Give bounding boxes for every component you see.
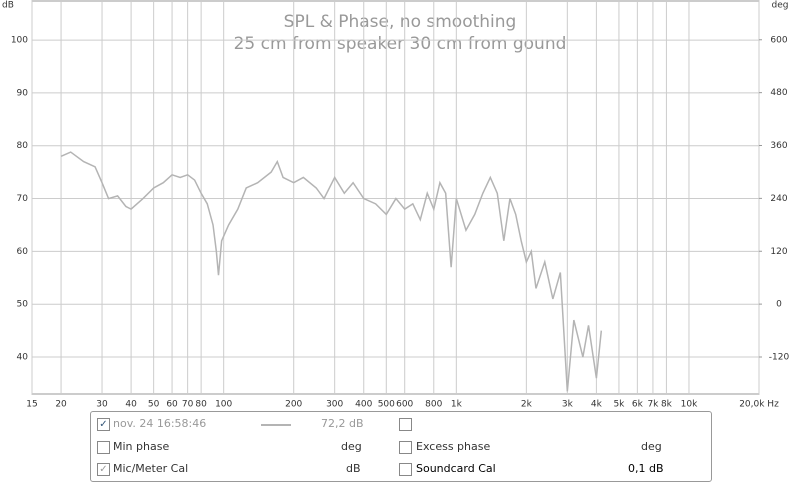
x-tick-label: 4k	[591, 400, 603, 410]
legend-label: Soundcard Cal	[416, 462, 496, 475]
checkbox[interactable]	[399, 441, 412, 454]
plot-area	[31, 0, 760, 395]
legend-swatch	[261, 424, 291, 426]
x-tick-label: 7k	[647, 400, 659, 410]
x-tick-label: 40	[125, 400, 137, 410]
y2-tick-label: 360	[770, 141, 787, 151]
x-tick-label: 200	[285, 400, 302, 410]
x-tick-label: 30	[96, 400, 108, 410]
x-tick-label: 20	[55, 400, 67, 410]
y2-tick-label: 600	[770, 35, 787, 45]
checkbox[interactable]: ✓	[97, 463, 110, 476]
checkbox[interactable]	[399, 463, 412, 476]
y2-tick-label: 480	[770, 88, 787, 98]
x-tick-label: 50	[148, 400, 160, 410]
x-tick-label: 100	[215, 400, 232, 410]
x-tick-label: 80	[195, 400, 207, 410]
x-tick-label: 800	[425, 400, 442, 410]
chart: SPL & Phase, no smoothing 25 cm from spe…	[2, 0, 790, 410]
y-tick-label: 60	[17, 247, 29, 257]
x-tick-label: 1k	[451, 400, 463, 410]
x-tick-label: 300	[326, 400, 343, 410]
legend-unit: deg	[341, 440, 362, 453]
x-tick-label: 8k	[661, 400, 673, 410]
legend-unit: deg	[641, 440, 662, 453]
y-tick-label: 90	[17, 88, 29, 98]
legend-label: Excess phase	[416, 440, 491, 453]
y-tick-label: 50	[17, 300, 29, 310]
y2-tick-label: -120	[769, 352, 790, 362]
y-tick-label: 70	[17, 194, 29, 204]
checkbox[interactable]	[399, 418, 412, 431]
checkbox[interactable]: ✓	[97, 418, 110, 431]
legend-value: 72,2 dB	[321, 417, 364, 430]
x-tick-label: 2k	[521, 400, 533, 410]
x-tick-label: 600	[396, 400, 413, 410]
legend-panel: ✓ nov. 24 16:58:46 72,2 dB Min phase deg…	[90, 411, 712, 482]
x-tick-label: 500	[378, 400, 395, 410]
y-tick-label: 100	[11, 36, 28, 46]
y-axis-label: dB	[2, 1, 14, 11]
x-tick-label: 70	[182, 400, 194, 410]
legend-label: nov. 24 16:58:46	[113, 417, 207, 430]
legend-label: Mic/Meter Cal	[113, 462, 189, 475]
x-tick-label: 20,0k Hz	[739, 400, 779, 410]
y2-tick-label: 240	[770, 194, 787, 204]
y-tick-label: 80	[17, 141, 29, 151]
spl-curve	[60, 151, 603, 392]
x-tick-label: 5k	[613, 400, 625, 410]
x-tick-label: 6k	[632, 400, 644, 410]
legend-label: Min phase	[113, 440, 170, 453]
y2-tick-label: 0	[776, 300, 782, 310]
y2-tick-label: 120	[770, 247, 787, 257]
x-tick-label: 3k	[562, 400, 574, 410]
chart-subtitle: 25 cm from speaker 30 cm from gound	[234, 34, 567, 54]
chart-title: SPL & Phase, no smoothing	[284, 12, 517, 32]
y-tick-label: 40	[17, 353, 29, 363]
y2-axis-label: deg	[772, 1, 789, 11]
checkbox[interactable]	[97, 441, 110, 454]
x-tick-label: 400	[355, 400, 372, 410]
x-tick-label: 10k	[681, 400, 698, 410]
legend-value: 0,1 dB	[628, 462, 664, 475]
legend-unit: dB	[346, 462, 361, 475]
x-tick-label: 60	[166, 400, 178, 410]
x-tick-label: 15	[26, 400, 37, 410]
